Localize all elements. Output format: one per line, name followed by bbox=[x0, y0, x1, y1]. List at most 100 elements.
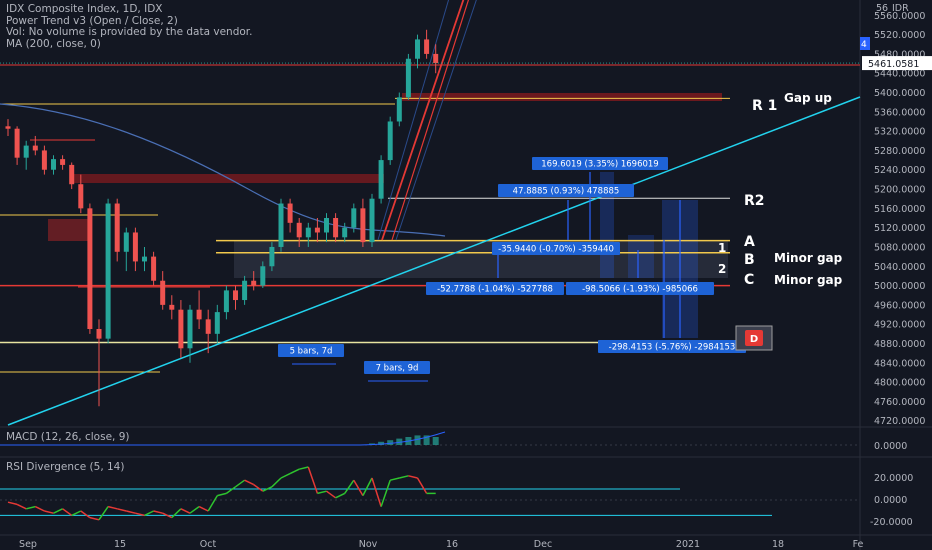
price-tick-label: 4960.0000 bbox=[874, 300, 925, 311]
candle-body bbox=[260, 266, 266, 286]
candle-body bbox=[87, 208, 93, 329]
macd-bar bbox=[378, 441, 385, 445]
rsi-segment bbox=[399, 475, 409, 479]
measure-label-dn-2-box bbox=[426, 282, 564, 295]
candle-body bbox=[187, 309, 193, 349]
cyan-trendline bbox=[7, 96, 861, 426]
rsi-segment bbox=[262, 486, 273, 492]
price-tick-label: 4800.0000 bbox=[874, 378, 925, 389]
level-2-label: 2 bbox=[718, 262, 726, 276]
rsi-segment bbox=[53, 508, 63, 514]
rsi-segment bbox=[26, 505, 36, 510]
candle-body bbox=[387, 121, 393, 161]
price-tick-label: 5320.0000 bbox=[874, 127, 925, 138]
time-tick-label: 2021 bbox=[676, 539, 700, 550]
bars-label-5: 5 bars, 7d bbox=[290, 347, 333, 357]
rsi-segment bbox=[44, 510, 54, 514]
rsi-segment bbox=[98, 506, 109, 521]
candle-body bbox=[415, 39, 420, 59]
bars-label-7-box bbox=[364, 361, 430, 374]
b-label: B bbox=[744, 252, 755, 268]
gap-band bbox=[234, 240, 728, 278]
candle-body bbox=[333, 218, 339, 238]
rsi-segment bbox=[80, 510, 91, 519]
rsi-segment bbox=[371, 477, 382, 507]
candle-body bbox=[41, 150, 47, 170]
measure-zone bbox=[628, 235, 654, 278]
rsi-segment bbox=[416, 477, 428, 494]
last-price-label: 5461.0581 bbox=[868, 59, 919, 70]
candle-body bbox=[233, 290, 238, 301]
rsi-segment bbox=[244, 479, 255, 486]
price-tick-label: 5040.0000 bbox=[874, 262, 925, 273]
currency-label: IDR bbox=[892, 3, 909, 14]
rsi-title: RSI Divergence (5, 14) bbox=[6, 461, 125, 473]
candle-body bbox=[269, 246, 275, 267]
rsi-tick-label: 20.0000 bbox=[874, 473, 913, 484]
candle-body bbox=[151, 256, 157, 281]
measure-label-up-1-box bbox=[532, 157, 668, 170]
power-trend-line bbox=[381, 0, 465, 241]
rsi-segment bbox=[71, 510, 82, 517]
rsi-segment bbox=[280, 472, 291, 479]
rsi-segment bbox=[235, 479, 246, 488]
legend-moving-average: MA (200, close, 0) bbox=[6, 37, 101, 50]
candle-body bbox=[132, 232, 138, 262]
d-marker-label: D bbox=[750, 334, 758, 345]
minor-gap-label: Minor gap bbox=[774, 251, 843, 265]
power-trend-line bbox=[377, 0, 450, 241]
rsi-segment bbox=[390, 477, 400, 481]
rsi-segment bbox=[171, 508, 182, 519]
measure-label-dn-2: -52.7788 (-1.04%) -527788 bbox=[437, 285, 553, 295]
measure-label-dn-3-box bbox=[566, 282, 714, 295]
price-tick-label: 5120.0000 bbox=[874, 223, 925, 234]
candle-body bbox=[214, 312, 220, 334]
rsi-segment bbox=[380, 479, 391, 507]
r2-label: R2 bbox=[744, 193, 765, 209]
candle-body bbox=[205, 319, 211, 334]
rsi-segment bbox=[289, 468, 300, 475]
price-tick-label: 5200.0000 bbox=[874, 185, 925, 196]
rsi-tick-label: -20.0000 bbox=[870, 517, 913, 528]
macd-bar bbox=[396, 438, 403, 445]
price-tick-label: 5520.0000 bbox=[874, 30, 925, 41]
rsi-segment bbox=[135, 512, 145, 517]
rsi-segment bbox=[326, 490, 337, 499]
rsi-segment bbox=[7, 501, 18, 506]
rsi-segment bbox=[162, 512, 173, 519]
rsi-segment bbox=[198, 505, 209, 512]
time-tick-label: Dec bbox=[534, 539, 552, 550]
candle-body bbox=[324, 218, 329, 233]
rsi-segment bbox=[408, 475, 418, 479]
ma-200-line bbox=[0, 103, 446, 237]
rsi-segment bbox=[307, 466, 319, 494]
rsi-segment bbox=[253, 483, 264, 492]
candle-body bbox=[5, 126, 11, 129]
price-tick-label: 5480.0000 bbox=[874, 49, 925, 60]
measure-label-dn-4-box bbox=[598, 340, 746, 353]
candle-body bbox=[369, 198, 375, 243]
rsi-segment bbox=[153, 510, 163, 514]
candle-body bbox=[287, 203, 293, 223]
rsi-segment bbox=[353, 479, 364, 496]
candle-body bbox=[14, 128, 20, 158]
candle-body bbox=[51, 159, 56, 170]
measure-label-dn-1: -35.9440 (-0.70%) -359440 bbox=[498, 245, 614, 255]
rsi-segment bbox=[362, 477, 373, 496]
price-tick-label: 5080.0000 bbox=[874, 242, 925, 253]
macd-tick-label: 0.0000 bbox=[874, 441, 907, 452]
rsi-segment bbox=[107, 505, 118, 510]
time-tick-label: 16 bbox=[446, 539, 458, 550]
minor-gap-label: Minor gap bbox=[774, 273, 843, 287]
price-tick-label: 5160.0000 bbox=[874, 204, 925, 215]
a-label: A bbox=[744, 234, 755, 250]
candle-body bbox=[378, 160, 384, 199]
time-tick-label: Nov bbox=[359, 539, 378, 550]
price-tick-label: 5000.0000 bbox=[874, 281, 925, 292]
price-tick-label: 5560.0000 bbox=[874, 11, 925, 22]
candle-body bbox=[96, 329, 102, 339]
candle-body bbox=[360, 208, 366, 243]
rsi-segment bbox=[335, 492, 346, 499]
price-tick-label: 5440.0000 bbox=[874, 69, 925, 80]
